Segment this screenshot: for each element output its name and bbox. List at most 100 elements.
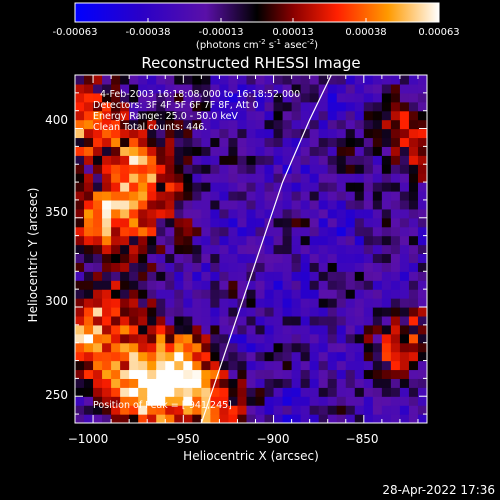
heatmap-cell (255, 405, 266, 415)
heatmap-cell (210, 396, 221, 406)
heatmap-cell (336, 396, 347, 406)
heatmap-cell (300, 119, 311, 130)
heatmap-cell (246, 226, 257, 237)
heatmap-cell (192, 298, 202, 308)
heatmap-cell (381, 307, 392, 317)
heatmap-cell (120, 289, 130, 299)
heatmap-cell (219, 280, 230, 290)
heatmap-cell (192, 244, 202, 255)
heatmap-cell (282, 217, 293, 228)
heatmap-cell (408, 208, 419, 219)
heatmap-cell (183, 342, 193, 353)
heatmap-cell (372, 289, 383, 299)
heatmap-cell (93, 146, 103, 156)
heatmap-cell (282, 387, 293, 397)
heatmap-cell (336, 146, 347, 156)
heatmap-cell (75, 75, 85, 85)
heatmap-cell (183, 333, 193, 344)
heatmap-cell (354, 101, 365, 112)
heatmap-cell (174, 244, 184, 255)
heatmap-cell (408, 110, 419, 121)
heatmap-cell (192, 253, 202, 263)
heatmap-cell (192, 333, 202, 344)
heatmap-cell (228, 164, 239, 174)
x-tick-label: −900 (257, 432, 290, 446)
heatmap-cell (345, 280, 356, 290)
heatmap-cell (399, 289, 410, 299)
heatmap-cell (417, 128, 427, 139)
heatmap-cell (363, 387, 374, 397)
heatmap-cell (408, 128, 419, 139)
heatmap-cell (147, 101, 157, 112)
heatmap-cell (336, 92, 347, 103)
heatmap-cell (93, 351, 103, 362)
heatmap-cell (102, 164, 112, 174)
heatmap-cell (219, 271, 230, 281)
heatmap-cell (93, 75, 103, 85)
heatmap-cell (255, 414, 266, 423)
heatmap-cell (120, 244, 130, 255)
heatmap-cell (102, 378, 112, 388)
heatmap-cell (264, 289, 275, 299)
heatmap-cell (174, 351, 184, 362)
heatmap-cell (390, 244, 401, 255)
heatmap-cell (237, 119, 248, 130)
heatmap-cell (336, 208, 347, 219)
heatmap-cell (309, 217, 320, 228)
heatmap-cell (102, 280, 112, 290)
heatmap-cell (75, 155, 85, 165)
heatmap-cell (93, 199, 103, 210)
heatmap-cell (372, 235, 383, 246)
heatmap-cell (264, 208, 275, 219)
heatmap-cell (381, 217, 392, 228)
heatmap-cell (309, 92, 320, 103)
heatmap-cell (246, 164, 257, 174)
heatmap-cell (138, 155, 148, 165)
heatmap-cell (228, 396, 239, 406)
heatmap-cell (237, 271, 248, 281)
heatmap-cell (75, 369, 85, 379)
heatmap-cell (228, 369, 239, 379)
heatmap-cell (174, 155, 184, 165)
heatmap-cell (210, 369, 221, 379)
heatmap-cell (327, 324, 338, 335)
heatmap-cell (291, 307, 302, 317)
heatmap-cell (192, 92, 202, 103)
heatmap-cell (309, 360, 320, 371)
heatmap-cell (390, 146, 401, 156)
heatmap-cell (102, 324, 112, 335)
heatmap-cell (111, 83, 121, 94)
heatmap-cell (399, 414, 410, 423)
heatmap-cell (372, 351, 383, 362)
heatmap-cell (318, 83, 329, 94)
heatmap-cell (129, 369, 139, 379)
heatmap-cell (345, 110, 356, 121)
heatmap-cell (129, 351, 139, 362)
heatmap-cell (282, 271, 293, 281)
heatmap-cell (75, 360, 85, 371)
heatmap-cell (327, 182, 338, 192)
heatmap-cell (255, 199, 266, 210)
heatmap-cell (156, 369, 166, 379)
heatmap-cell (390, 199, 401, 210)
heatmap-cell (327, 351, 338, 362)
heatmap-cell (417, 396, 427, 406)
heatmap-cell (75, 298, 85, 308)
heatmap-cell (93, 315, 103, 326)
heatmap-cell (210, 360, 221, 371)
heatmap-cell (399, 298, 410, 308)
heatmap-cell (228, 387, 239, 397)
heatmap-cell (111, 271, 121, 281)
heatmap-cell (363, 217, 374, 228)
heatmap-cell (84, 244, 94, 255)
heatmap-cell (372, 92, 383, 103)
heatmap-cell (201, 217, 211, 228)
heatmap-cell (246, 369, 257, 379)
heatmap-cell (372, 217, 383, 228)
heatmap-cell (192, 342, 202, 353)
heatmap-cell (183, 199, 193, 210)
heatmap-cell (165, 182, 175, 192)
heatmap-cell (201, 155, 211, 165)
heatmap-cell (372, 119, 383, 130)
heatmap-cell (75, 208, 85, 219)
